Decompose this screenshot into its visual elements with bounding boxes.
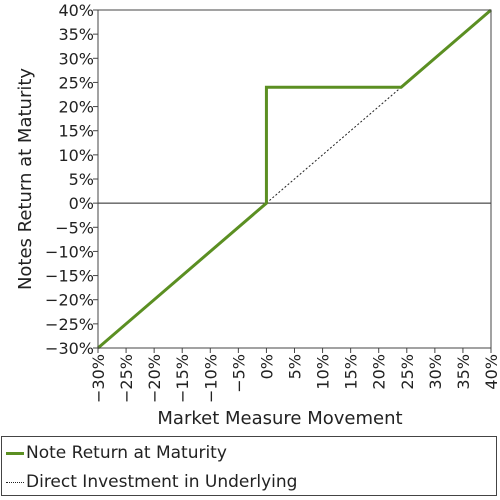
x-tick-label: −25% [117, 354, 136, 403]
legend-label-note-return: Note Return at Maturity [26, 443, 227, 463]
x-tick-label: 0% [257, 354, 276, 379]
x-axis-ticks: −30% −25% −20% −15% −10% −5% 0% 5% 10% 15% 20% 25% 3… [89, 348, 500, 403]
y-tick-label: 5% [69, 170, 94, 189]
y-tick-label: −30% [45, 339, 94, 358]
x-tick-label: 35% [454, 354, 473, 390]
y-tick-label: −10% [45, 242, 94, 261]
x-tick-label: 10% [314, 354, 333, 390]
legend-swatch-solid [6, 451, 24, 455]
series-note-return-line [97, 8, 492, 350]
x-tick-label: 5% [286, 354, 305, 379]
x-tick-label: 25% [398, 354, 417, 390]
legend-item-direct-investment: Direct Investment in Underlying [2, 469, 496, 495]
legend-label-direct-investment: Direct Investment in Underlying [26, 472, 298, 492]
y-tick-label: 30% [58, 49, 94, 68]
x-tick-label: 15% [342, 354, 361, 390]
legend-swatch-dotted [6, 481, 24, 483]
x-tick-label: 30% [426, 354, 445, 390]
y-tick-label: −15% [45, 267, 94, 286]
x-tick-label: 20% [370, 354, 389, 390]
y-tick-label: 0% [69, 194, 94, 213]
y-tick-label: 40% [58, 1, 94, 20]
legend-item-note-return: Note Return at Maturity [2, 440, 496, 466]
y-tick-label: 20% [58, 98, 94, 117]
y-tick-label: 25% [58, 73, 94, 92]
x-tick-label: −30% [89, 354, 108, 403]
plot-area-frame [97, 9, 492, 349]
series-direct-investment-line [266, 86, 402, 204]
y-axis-ticks: −30% −25% −20% −15% −10% −5% 0% 5% 10% 15% 20% 25% 3… [45, 1, 98, 358]
x-tick-label: −5% [229, 354, 248, 393]
y-tick-label: −5% [55, 218, 94, 237]
y-tick-label: 35% [58, 25, 94, 44]
y-tick-label: −20% [45, 291, 94, 310]
y-axis-label: Notes Return at Maturity [15, 68, 36, 290]
x-tick-label: −15% [173, 354, 192, 403]
x-tick-label: 40% [482, 354, 500, 390]
legend: Note Return at Maturity Direct Investmen… [1, 436, 497, 496]
y-tick-label: 15% [58, 122, 94, 141]
x-axis-label: Market Measure Movement [157, 408, 402, 429]
y-tick-label: −25% [45, 315, 94, 334]
x-tick-label: −10% [201, 354, 220, 403]
payoff-chart: −30% −25% −20% −15% −10% −5% 0% 5% 10% 15% 20% 25% 3… [15, 1, 500, 429]
x-tick-label: −20% [145, 354, 164, 403]
y-tick-label: 10% [58, 146, 94, 165]
